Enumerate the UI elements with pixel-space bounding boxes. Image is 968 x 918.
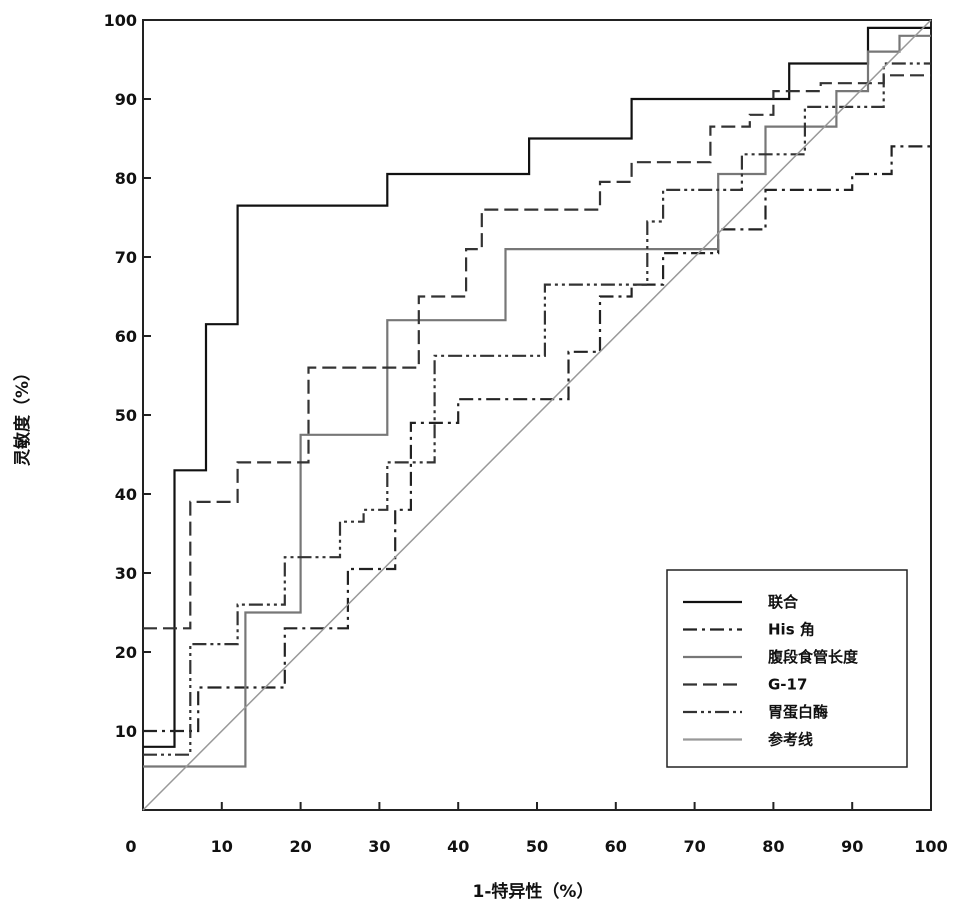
- x-tick-label: 60: [605, 837, 627, 856]
- y-tick-label: 100: [104, 11, 137, 30]
- y-tick-label: 20: [115, 643, 137, 662]
- y-tick-label: 70: [115, 248, 137, 267]
- series-line-2: [143, 145, 931, 733]
- series-layer: [142, 19, 932, 811]
- x-axis-ticks: 0 10 20 30 40 50 60 70 80 90 100: [125, 802, 948, 856]
- x-tick-label: 70: [683, 837, 705, 856]
- legend-label: His 角: [768, 621, 815, 639]
- x-axis-title: 1-特异性（%）: [473, 881, 594, 902]
- legend-label: 腹段食管长度: [768, 648, 859, 666]
- legend-label: 参考线: [768, 731, 813, 749]
- legend-label: 联合: [768, 593, 799, 611]
- y-axis-ticks: 10 20 30 40 50 60 70 80 90 100: [104, 11, 151, 741]
- y-tick-label: 30: [115, 564, 137, 583]
- x-tick-label: 10: [211, 837, 233, 856]
- x-tick-label: 100: [914, 837, 947, 856]
- y-tick-label: 50: [115, 406, 137, 425]
- legend-label: G-17: [768, 676, 807, 694]
- x-tick-label: 20: [289, 837, 311, 856]
- series-line-1: [143, 26, 931, 748]
- series-line-5: [143, 62, 931, 756]
- y-tick-label: 80: [115, 169, 137, 188]
- x-tick-label: 0: [125, 837, 136, 856]
- series-line-4: [143, 74, 931, 630]
- y-tick-label: 60: [115, 327, 137, 346]
- x-tick-label: 50: [526, 837, 548, 856]
- y-axis-title: 灵敏度（%）: [12, 364, 33, 466]
- series-line-6: [142, 19, 932, 811]
- x-tick-label: 80: [762, 837, 784, 856]
- y-tick-label: 90: [115, 90, 137, 109]
- x-tick-label: 90: [841, 837, 863, 856]
- y-tick-label: 40: [115, 485, 137, 504]
- y-tick-label: 10: [115, 722, 137, 741]
- x-tick-label: 30: [368, 837, 390, 856]
- series-line-3: [143, 34, 931, 768]
- legend-label: 胃蛋白酶: [768, 703, 828, 721]
- x-tick-label: 40: [447, 837, 469, 856]
